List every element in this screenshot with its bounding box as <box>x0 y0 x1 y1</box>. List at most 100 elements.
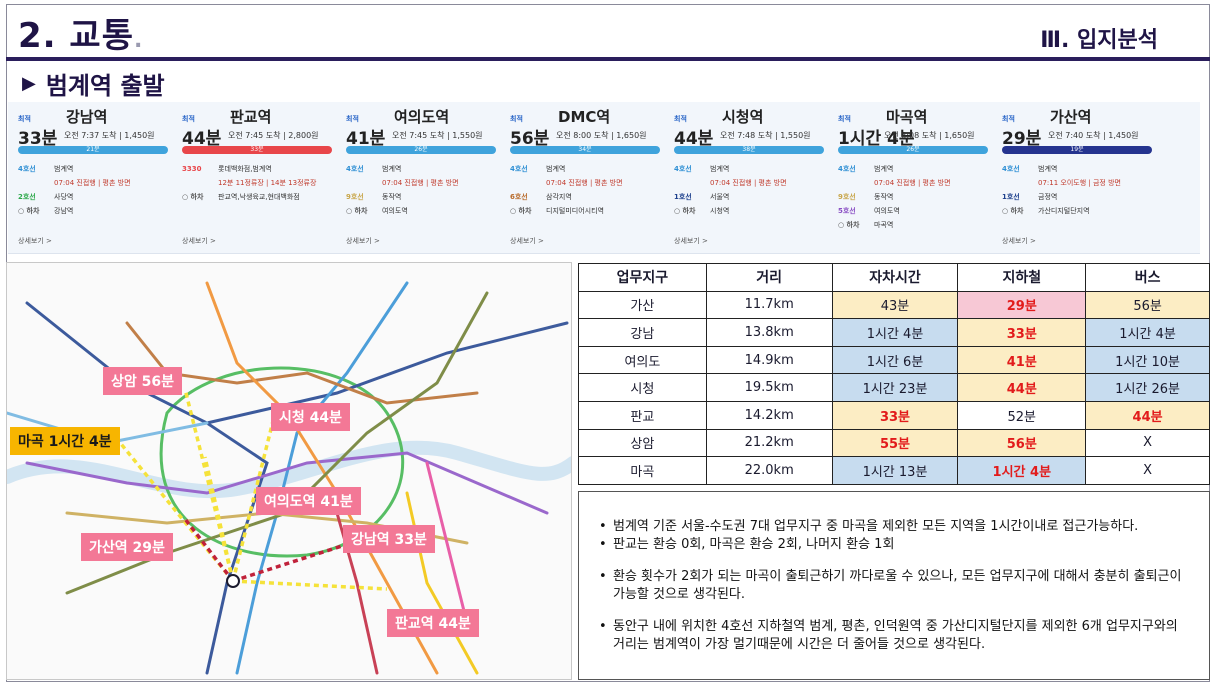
note-item: 판교는 환승 0회, 마곡은 환승 2회, 나머지 환승 1회 <box>599 536 1193 554</box>
route-optimal-label: 최적 <box>674 115 687 123</box>
map-label-magok: 마곡 1시간 4분 <box>10 427 120 455</box>
route-step-text: 07:11 오이도행 | 금정 방면 <box>1038 179 1121 187</box>
line-6 <box>125 321 479 405</box>
route-step-text: 사당역 <box>54 193 74 201</box>
notes-box: 범계역 기준 서울-수도권 7대 업무지구 중 마곡을 제외한 모든 지역을 1… <box>578 491 1210 680</box>
route-to-sicheong <box>231 412 277 582</box>
route-step-text: 07:04 진접행 | 평촌 방면 <box>382 179 459 187</box>
route-step: 1호선 금정역 <box>1002 192 1057 202</box>
cell-distance: 22.0km <box>705 456 833 485</box>
cell-car-time: 1시간 13분 <box>831 456 959 485</box>
route-card[interactable]: 최적 강남역 33분 오전 7:37 도착 | 1,450원 21분 4호선 범계역 07:0… <box>18 106 178 248</box>
cell-subway: 41분 <box>957 345 1087 375</box>
route-details-link[interactable]: 상세보기 > <box>510 237 544 245</box>
triangle-icon: ▶ <box>22 73 36 94</box>
route-step: 1호선 서울역 <box>674 192 729 202</box>
map-label-gasan: 가산역 29분 <box>81 533 173 561</box>
route-step-line: 4호선 <box>18 165 36 173</box>
route-step-line: ○ 하차 <box>182 193 204 201</box>
route-step: 07:11 오이도행 | 금정 방면 <box>1002 178 1121 188</box>
page-title: 2. 교통. <box>18 16 144 56</box>
header-district: 업무지구 <box>578 263 707 292</box>
line-4 <box>235 281 409 675</box>
map-label-yeouido: 여의도역 41분 <box>256 487 361 515</box>
route-duration: 41분 <box>346 129 386 149</box>
route-step-line: 4호선 <box>838 165 856 173</box>
route-progress-bar: 33분 <box>182 146 332 154</box>
route-step: 4호선 범계역 <box>510 164 565 174</box>
map-label-sangam: 상암 56분 <box>103 367 182 395</box>
route-arrival-fare: 오전 7:45 도착 | 1,550원 <box>392 131 483 140</box>
cell-bus: 1시간 4분 <box>1085 318 1210 347</box>
table-row: 강남 13.8km 1시간 4분 33분 1시간 4분 <box>578 318 1210 347</box>
route-step-text: 동작역 <box>382 193 402 201</box>
route-step: 4호선 범계역 <box>674 164 729 174</box>
route-step-line: 4호선 <box>1002 165 1020 173</box>
cell-bus: 1시간 26분 <box>1085 373 1210 402</box>
route-card[interactable]: 최적 가산역 29분 오전 7:40 도착 | 1,450원 19분 4호선 범계역 07:1… <box>1002 106 1162 248</box>
route-optimal-label: 최적 <box>838 115 851 123</box>
route-step-text: 마곡역 <box>874 221 894 229</box>
route-strip: 최적 강남역 33분 오전 7:37 도착 | 1,450원 21분 4호선 범계역 07:0… <box>8 102 1200 254</box>
route-step: 07:04 진접행 | 평촌 방면 <box>838 178 951 188</box>
route-optimal-label: 최적 <box>510 115 523 123</box>
route-details-link[interactable]: 상세보기 > <box>18 237 52 245</box>
route-to-pangyo <box>232 579 388 591</box>
route-step-text: 범계역 <box>874 165 894 173</box>
cell-bus: 56분 <box>1085 290 1210 320</box>
route-step-text: 동작역 <box>874 193 894 201</box>
origin-marker <box>226 574 240 588</box>
route-arrival-fare: 오전 8:00 도착 | 1,650원 <box>556 131 647 140</box>
route-card[interactable]: 최적 마곡역 1시간 4분 오전 8:08 도착 | 1,650원 26분 4호선 범계역 0… <box>838 106 998 248</box>
route-card[interactable]: 최적 시청역 44분 오전 7:48 도착 | 1,550원 38분 4호선 범계역 07:0… <box>674 106 834 248</box>
subtitle: ▶ 범계역 출발 <box>22 66 165 101</box>
cell-subway: 52분 <box>957 400 1087 430</box>
route-step: 4호선 범계역 <box>838 164 893 174</box>
route-step-text: 범계역 <box>382 165 402 173</box>
route-step: ○ 하차 디지털미디어시티역 <box>510 206 604 216</box>
route-card[interactable]: 최적 DMC역 56분 오전 8:00 도착 | 1,650원 34분 4호선 범계역 07:… <box>510 106 670 248</box>
table-row: 상암 21.2km 55분 56분 X <box>578 428 1210 458</box>
route-details-link[interactable]: 상세보기 > <box>182 237 216 245</box>
route-arrival-fare: 오전 7:48 도착 | 1,550원 <box>720 131 811 140</box>
route-details-link[interactable]: 상세보기 > <box>1002 237 1036 245</box>
route-step-text: 범계역 <box>1038 165 1058 173</box>
route-step-text: 07:04 진접행 | 평촌 방면 <box>546 179 623 187</box>
route-card[interactable]: 최적 판교역 44분 오전 7:45 도착 | 2,800원 33분 3330 롯데백화점,… <box>182 106 342 248</box>
route-details-link[interactable]: 상세보기 > <box>674 237 708 245</box>
cell-distance: 11.7km <box>705 290 833 320</box>
cell-bus: X <box>1085 428 1210 458</box>
cell-car-time: 1시간 23분 <box>831 373 959 402</box>
cell-bus: 1시간 10분 <box>1085 345 1210 375</box>
table-row: 시청 19.5km 1시간 23분 44분 1시간 26분 <box>578 373 1210 402</box>
map-label-pangyo: 판교역 44분 <box>387 609 479 637</box>
route-destination: 마곡역 <box>886 108 928 126</box>
cell-car-time: 55분 <box>831 428 959 458</box>
header-subway: 지하철 <box>957 263 1087 292</box>
table-row: 판교 14.2km 33분 52분 44분 <box>578 400 1210 430</box>
route-step: 9호선 동작역 <box>346 192 401 202</box>
route-duration: 1시간 4분 <box>838 129 915 149</box>
header-rule <box>6 57 1210 61</box>
route-details-link[interactable]: 상세보기 > <box>346 237 380 245</box>
header-car-time: 자차시간 <box>831 263 959 292</box>
route-step: ○ 하차 여의도역 <box>346 206 408 216</box>
table-header-row: 업무지구 거리 자차시간 지하철 버스 <box>578 263 1210 292</box>
route-step-text: 삼각지역 <box>546 193 572 201</box>
route-step: 12분 11정류장 | 14분 13정류장 <box>182 178 316 188</box>
route-step-line: 1호선 <box>1002 193 1020 201</box>
route-step-text: 여의도역 <box>382 207 408 215</box>
route-step: ○ 하차 시청역 <box>674 206 729 216</box>
route-card[interactable]: 최적 여의도역 41분 오전 7:45 도착 | 1,550원 26분 4호선 범계역 07:… <box>346 106 506 248</box>
cell-distance: 14.2km <box>705 400 833 430</box>
route-step: 07:04 진접행 | 평촌 방면 <box>674 178 787 188</box>
route-step-line: 9호선 <box>838 193 856 201</box>
route-optimal-label: 최적 <box>346 115 359 123</box>
cell-car-time: 43분 <box>831 290 959 320</box>
route-to-yeouido <box>203 456 235 582</box>
route-duration: 33분 <box>18 129 58 149</box>
route-step: 07:04 진접행 | 평촌 방면 <box>18 178 131 188</box>
route-optimal-label: 최적 <box>18 115 31 123</box>
cell-distance: 19.5km <box>705 373 833 402</box>
river <box>7 440 571 499</box>
